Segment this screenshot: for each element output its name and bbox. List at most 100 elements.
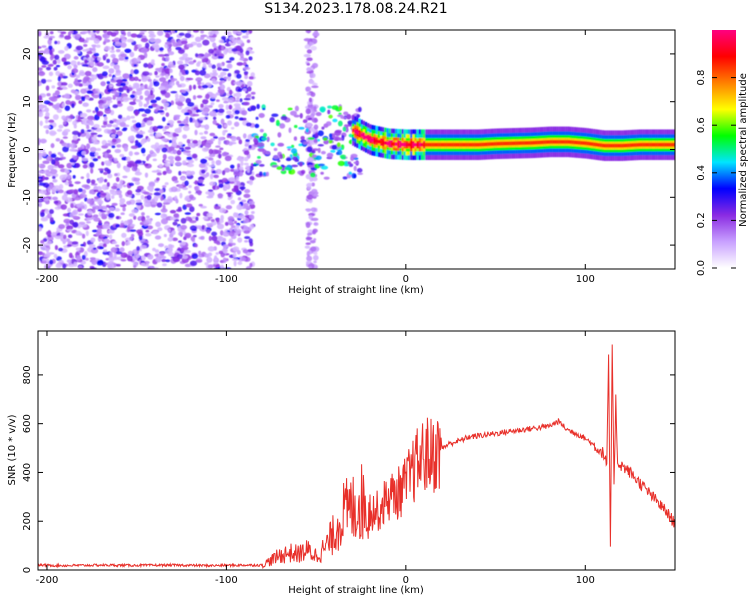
heat-cell bbox=[125, 156, 131, 162]
heat-cell bbox=[369, 137, 372, 142]
heat-cell bbox=[109, 120, 114, 124]
heat-cell bbox=[78, 71, 86, 76]
heat-cell bbox=[88, 138, 92, 144]
heat-cell bbox=[448, 142, 452, 147]
heat-cell bbox=[319, 106, 326, 113]
heat-cell bbox=[102, 243, 107, 248]
heat-cell bbox=[188, 190, 192, 194]
heat-cell bbox=[136, 229, 143, 234]
heat-cell bbox=[110, 54, 116, 58]
heat-cell bbox=[479, 142, 482, 147]
heat-cell bbox=[86, 109, 92, 113]
heat-cell bbox=[68, 189, 76, 194]
heat-cell bbox=[230, 199, 236, 205]
heat-cell bbox=[214, 205, 221, 210]
heat-cell bbox=[212, 80, 220, 85]
heat-cell bbox=[129, 229, 137, 232]
heat-cell bbox=[334, 130, 342, 137]
heat-cell bbox=[121, 78, 128, 82]
heat-cell bbox=[222, 244, 229, 249]
heat-cell bbox=[109, 234, 113, 240]
heat-cell bbox=[302, 119, 308, 124]
heat-cell bbox=[134, 171, 142, 176]
heat-cell bbox=[103, 238, 111, 245]
heat-cell bbox=[78, 265, 83, 269]
heat-cell bbox=[235, 224, 240, 229]
heat-cell bbox=[245, 139, 250, 143]
heat-cell bbox=[69, 219, 75, 225]
heat-cell bbox=[243, 220, 249, 224]
heat-cell bbox=[118, 202, 125, 206]
heat-cell bbox=[47, 38, 52, 45]
heat-cell bbox=[43, 198, 49, 202]
heat-cell bbox=[140, 262, 146, 266]
heat-cell bbox=[192, 84, 197, 90]
heat-cell bbox=[168, 139, 173, 144]
heat-cell bbox=[195, 36, 202, 43]
heat-cell bbox=[423, 142, 426, 147]
heat-cell bbox=[132, 82, 140, 89]
heat-cell bbox=[247, 86, 252, 92]
heat-cell bbox=[174, 180, 179, 183]
heat-cell bbox=[92, 67, 98, 73]
heat-cell bbox=[619, 143, 622, 148]
heat-cell bbox=[216, 242, 221, 245]
heat-cell bbox=[199, 69, 207, 76]
heat-cell bbox=[113, 37, 121, 43]
heat-cell bbox=[126, 115, 131, 121]
heat-cell bbox=[367, 136, 370, 141]
heat-cell bbox=[97, 56, 102, 61]
heat-cell bbox=[305, 236, 313, 241]
heat-cell bbox=[222, 257, 227, 263]
heat-cell bbox=[125, 241, 131, 246]
heat-cell bbox=[64, 169, 70, 174]
heat-cell bbox=[172, 136, 178, 141]
heat-cell bbox=[243, 230, 250, 234]
heat-cell bbox=[223, 123, 228, 128]
heat-cell bbox=[174, 30, 178, 33]
heat-cell bbox=[122, 73, 130, 80]
heat-cell bbox=[170, 90, 178, 94]
heat-cell bbox=[148, 265, 154, 269]
colorbar-gradient bbox=[712, 30, 736, 268]
y-tick-label: 20 bbox=[22, 48, 33, 61]
heat-cell bbox=[133, 64, 138, 67]
heat-cell bbox=[223, 167, 231, 173]
heat-cell bbox=[245, 50, 250, 56]
heat-cell bbox=[54, 245, 58, 250]
heat-cell bbox=[156, 125, 164, 129]
heat-cell bbox=[143, 103, 148, 108]
heat-cell bbox=[62, 136, 68, 139]
heat-cell bbox=[640, 142, 643, 147]
heat-cell bbox=[162, 153, 167, 160]
heat-cell bbox=[625, 143, 628, 148]
heat-cell bbox=[124, 56, 129, 60]
heat-cell bbox=[58, 247, 64, 252]
heat-cell bbox=[96, 147, 101, 151]
heat-cell bbox=[164, 125, 170, 130]
heat-cell bbox=[306, 71, 313, 74]
heat-cell bbox=[649, 142, 652, 147]
heat-cell bbox=[612, 143, 615, 148]
heat-cell bbox=[93, 217, 101, 222]
heat-cell bbox=[115, 127, 120, 131]
heat-cell bbox=[120, 222, 125, 227]
heat-cell bbox=[321, 126, 325, 130]
heat-cell bbox=[246, 80, 253, 87]
heat-cell bbox=[218, 207, 227, 214]
heat-cell bbox=[101, 103, 109, 109]
y-tick-label: 10 bbox=[22, 95, 33, 108]
heat-cell bbox=[84, 70, 92, 77]
heat-cell bbox=[111, 57, 119, 64]
heat-cell bbox=[155, 132, 163, 138]
heat-cell bbox=[38, 226, 43, 232]
heat-cell bbox=[591, 142, 594, 146]
heat-cell bbox=[102, 65, 110, 70]
heat-cell bbox=[550, 139, 553, 144]
heat-cell bbox=[230, 79, 236, 86]
heat-cell bbox=[128, 182, 135, 187]
heat-cell bbox=[279, 123, 286, 129]
heat-cell bbox=[222, 151, 228, 157]
heat-cell bbox=[95, 30, 100, 34]
heat-cell bbox=[219, 77, 225, 81]
